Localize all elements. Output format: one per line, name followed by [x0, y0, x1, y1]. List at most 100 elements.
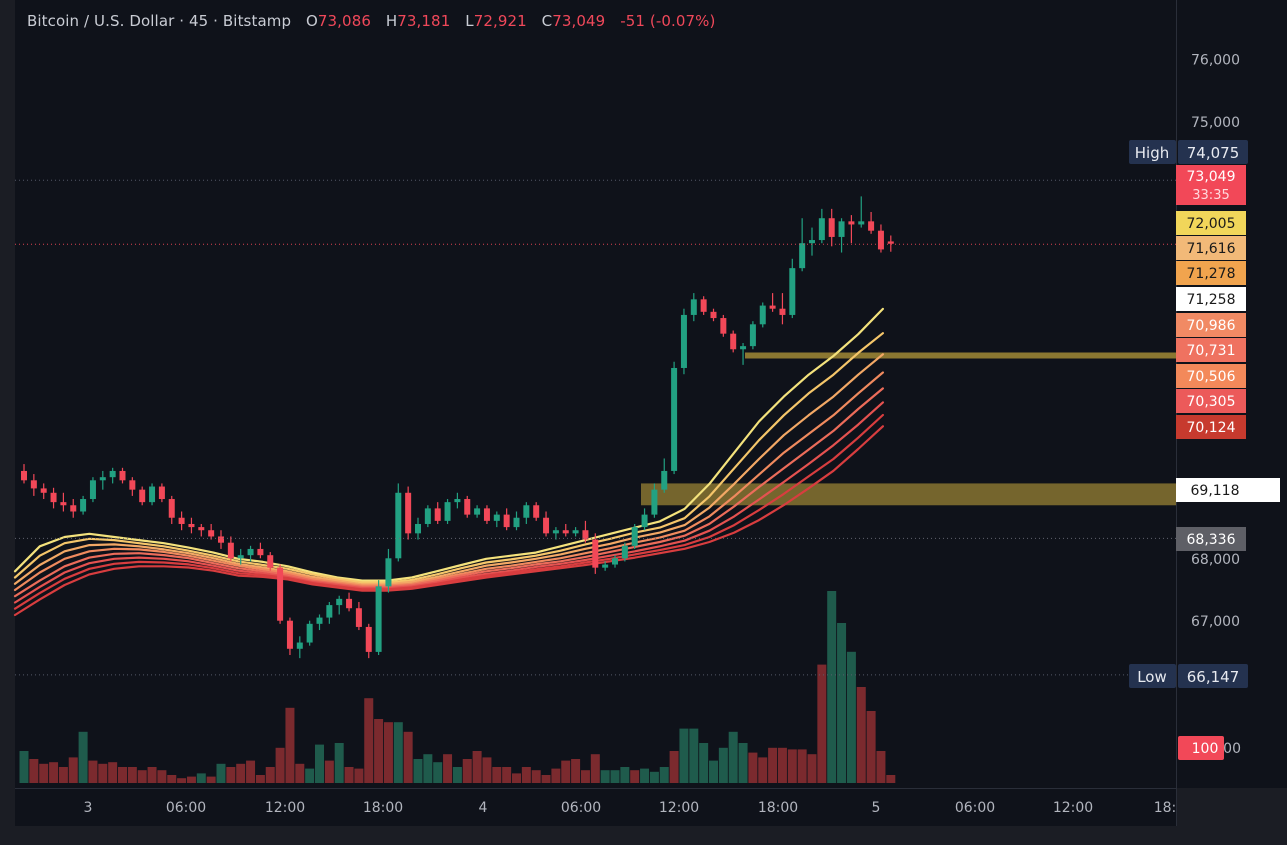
candle-body — [119, 470, 126, 481]
volume-badge-bg — [1178, 736, 1224, 760]
volume-bar — [78, 731, 88, 783]
volume-bar — [374, 719, 384, 783]
candle-body — [434, 508, 441, 521]
volume-bar — [216, 763, 226, 783]
price-label-text: 71,258 — [1187, 292, 1236, 308]
legend-dot-2: · — [213, 12, 219, 30]
volume-bar — [502, 767, 512, 783]
volume-bar — [29, 759, 39, 783]
horizontal-lines — [15, 179, 1176, 676]
time-scale-background[interactable] — [15, 788, 1176, 826]
candle-body — [858, 221, 865, 225]
candle-body — [474, 508, 481, 515]
price-label-bg — [1176, 211, 1246, 235]
time-tick-label: 12:00 — [1053, 800, 1093, 816]
price-label-text: 68,336 — [1187, 532, 1236, 548]
low-label: L — [465, 12, 474, 30]
price-label-bg — [1176, 415, 1246, 439]
ribbon-line — [13, 307, 885, 582]
price-label-bg — [1176, 287, 1246, 311]
symbol-separator: / — [84, 12, 90, 30]
volume-bar — [137, 770, 147, 783]
candle-body — [178, 517, 185, 524]
volume-bar — [807, 754, 817, 783]
volume-bar — [679, 728, 689, 783]
volume-bar — [768, 747, 778, 783]
volume-bar — [709, 760, 718, 783]
candle-body — [237, 555, 244, 559]
ribbon-line — [13, 371, 885, 592]
volume-bar — [452, 767, 462, 783]
high-value: 73,181 — [397, 12, 451, 30]
candle-body — [80, 499, 87, 512]
legend-dot: · — [179, 12, 185, 30]
candle-body — [621, 545, 628, 559]
volume-bar — [827, 591, 837, 783]
volume-bar — [876, 751, 886, 783]
zone-price-badge — [1176, 478, 1280, 502]
time-tick-label: 06:00 — [955, 800, 995, 816]
candle-body — [346, 598, 353, 609]
volume-bars — [19, 591, 896, 783]
candle-body — [296, 642, 303, 649]
high-tag-label: High — [1135, 144, 1169, 162]
volume-bar — [383, 722, 393, 783]
volume-axis-tick: 00 — [1223, 741, 1241, 757]
volume-bar — [797, 749, 807, 783]
volume-bar — [354, 768, 364, 783]
candle-body — [543, 517, 550, 534]
candle-body — [89, 480, 96, 500]
volume-bar — [856, 687, 866, 783]
price-label-text: 70,305 — [1187, 394, 1236, 410]
last-price-bg — [1176, 165, 1246, 205]
candle-body — [868, 221, 875, 231]
resistance-zone — [745, 352, 1176, 359]
candle-body — [572, 530, 579, 534]
candle-body — [188, 523, 195, 528]
volume-bar — [600, 770, 610, 783]
volume-bar — [305, 768, 315, 783]
volume-bar — [561, 760, 571, 783]
low-value: 72,921 — [473, 12, 527, 30]
volume-bar — [265, 767, 275, 783]
volume-bar — [246, 760, 256, 783]
symbol-legend[interactable]: Bitcoin / U.S. Dollar · 45 · Bitstamp O7… — [27, 12, 715, 30]
candle-body — [40, 488, 47, 493]
plot-background — [15, 0, 1176, 788]
volume-bar — [118, 767, 127, 783]
high-tag-bg — [1129, 140, 1176, 164]
volume-bar — [177, 778, 187, 783]
volume-bar — [68, 757, 78, 783]
ribbon-line — [13, 353, 885, 586]
candle-body — [779, 308, 786, 315]
ma-ribbon — [13, 307, 885, 617]
candle-body — [99, 477, 106, 481]
candle-body — [592, 539, 599, 568]
volume-bar — [127, 767, 137, 783]
volume-bar — [364, 698, 374, 783]
volume-bar — [689, 728, 699, 783]
volume-bar — [186, 776, 196, 783]
price-label-text: 72,005 — [1187, 216, 1236, 232]
candle-body — [680, 314, 687, 368]
volume-bar — [718, 747, 728, 783]
volume-bar — [551, 768, 561, 783]
volume-bar — [226, 767, 236, 783]
volume-bar — [580, 770, 590, 783]
candle-body — [257, 548, 264, 556]
volume-bar — [423, 754, 433, 783]
volume-bar — [866, 711, 876, 783]
volume-bar — [492, 767, 502, 783]
volume-bar — [846, 651, 856, 783]
volume-bar — [610, 770, 620, 783]
volume-bar — [344, 767, 354, 783]
volume-bar — [640, 768, 650, 783]
price-tick-label: 67,000 — [1191, 614, 1240, 630]
candle-body — [277, 567, 284, 621]
time-tick-label: 18:00 — [363, 800, 403, 816]
volume-bar — [157, 770, 167, 783]
candle-body — [316, 617, 323, 624]
candle-body — [149, 486, 156, 503]
